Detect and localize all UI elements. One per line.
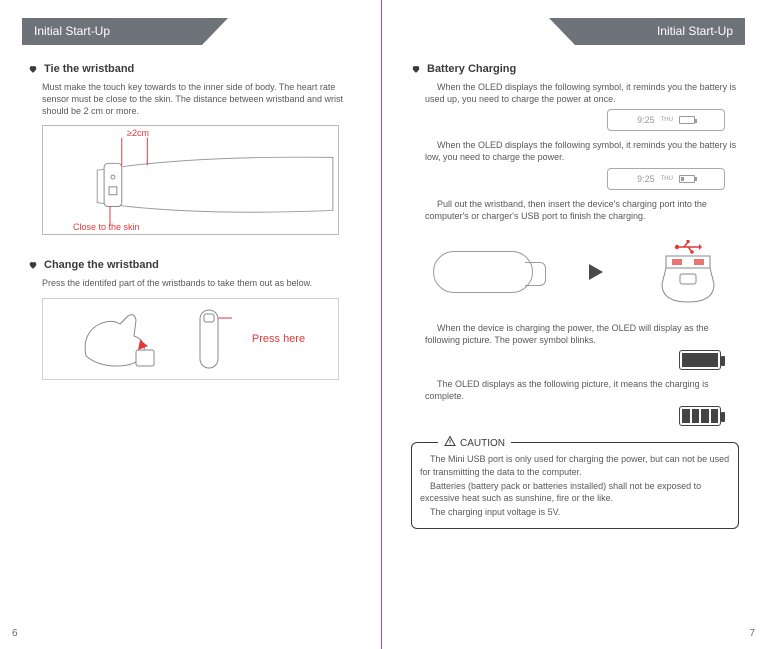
right-page: Initial Start-Up Battery Charging When t… [383,0,767,649]
charging-p2: When the OLED displays the following sym… [411,139,739,163]
heart-icon [28,260,38,270]
usb-dock-icon [659,240,717,304]
change-title: Change the wristband [44,259,159,271]
figure-charging [425,230,725,314]
header-ribbon-left: Initial Start-Up [22,18,202,45]
oled-day: THU [661,117,673,123]
wristband-piece-icon [186,306,232,372]
section-tie: Tie the wristband Must make the touch ke… [22,63,359,235]
oled-day: THU [661,176,673,182]
battery-charging-icon [679,350,721,370]
charging-p3: Pull out the wristband, then insert the … [411,198,739,222]
charging-p5: The OLED displays as the following pictu… [411,378,739,402]
charging-p4: When the device is charging the power, t… [411,322,739,346]
oled-time: 9:25 [637,115,655,125]
charging-p1: When the OLED displays the following sym… [411,81,739,105]
caution-box: CAUTION The Mini USB port is only used f… [411,442,739,529]
section-change: Change the wristband Press the identifed… [22,259,359,379]
hand-press-icon [76,306,166,372]
left-page: Initial Start-Up Tie the wristband Must … [0,0,382,649]
arrow-right-icon [589,264,603,280]
tie-title: Tie the wristband [44,63,134,75]
header-title-left: Initial Start-Up [34,24,110,38]
section-charging: Battery Charging When the OLED displays … [405,63,745,426]
figure-change: Press here [42,298,339,380]
caution-line-1: The Mini USB port is only used for charg… [420,453,730,477]
usb-icon [674,240,702,254]
page-number-right: 7 [749,628,755,639]
heart-icon [411,64,421,74]
callout-2cm: ≥2cm [127,128,149,138]
heart-icon [28,64,38,74]
battery-full-icon [679,406,721,426]
caution-label: CAUTION [438,435,511,452]
oled-time: 9:25 [637,174,655,184]
tie-body: Must make the touch key towards to the i… [28,81,353,117]
warning-icon [444,435,456,452]
page-number-left: 6 [12,628,18,639]
oled-display-low: 9:25 THU [607,168,725,190]
device-pill-icon [433,251,533,293]
callout-skin: Close to the skin [73,222,140,232]
oled-display-empty: 9:25 THU [607,109,725,131]
figure-tie: ≥2cm Close to the skin [42,125,339,235]
press-here-label: Press here [252,333,305,345]
charging-title: Battery Charging [427,63,516,75]
change-body: Press the identifed part of the wristban… [28,277,353,289]
battery-low-icon [679,175,695,183]
header-ribbon-right: Initial Start-Up [575,18,745,45]
section-title-tie: Tie the wristband [28,63,353,75]
section-title-charging: Battery Charging [411,63,739,75]
caution-line-3: The charging input voltage is 5V. [420,506,730,518]
header-title-right: Initial Start-Up [657,24,733,38]
section-title-change: Change the wristband [28,259,353,271]
battery-empty-icon [679,116,695,124]
caution-text: CAUTION [460,437,505,451]
caution-line-2: Batteries (battery pack or batteries ins… [420,480,730,504]
